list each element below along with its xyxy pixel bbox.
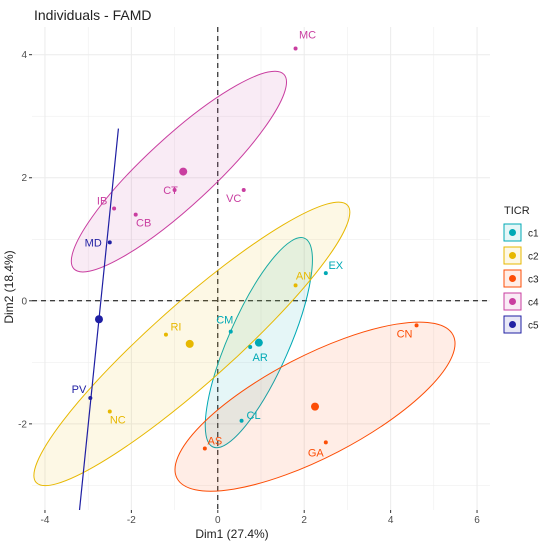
reference-lines xyxy=(32,27,490,510)
legend-label-c3: c3 xyxy=(528,275,539,286)
x-tick-label: 2 xyxy=(301,515,307,526)
point-an xyxy=(293,283,298,288)
centroid-c4 xyxy=(179,167,188,176)
label-cb: CB xyxy=(136,218,151,230)
axes: -4 -2 0 2 4 6 -2 0 2 4 xyxy=(18,50,480,526)
label-ga: GA xyxy=(308,447,325,459)
legend-marker-c1 xyxy=(509,229,516,236)
label-as: AS xyxy=(207,435,222,447)
point-nc xyxy=(107,409,112,414)
point-cm xyxy=(228,329,233,334)
point-labels: EX CM AR CL AN RI NC CN GA AS MC CT VC IB CB MD PV xyxy=(72,30,413,460)
y-axis-title: Dim2 (18.4%) xyxy=(2,250,16,323)
legend-label-c1: c1 xyxy=(528,229,539,240)
x-tick-label: -2 xyxy=(127,515,136,526)
point-pv xyxy=(88,396,93,401)
centroid-c1 xyxy=(254,338,263,347)
ellipse-c4 xyxy=(70,70,288,273)
y-tick-label: 0 xyxy=(21,296,27,307)
legend-label-c5: c5 xyxy=(528,321,539,332)
point-vc xyxy=(241,188,246,193)
label-an: AN xyxy=(296,270,311,282)
point-ar xyxy=(248,344,253,349)
point-md xyxy=(107,240,112,245)
x-tick-label: -4 xyxy=(41,515,50,526)
x-tick-label: 0 xyxy=(215,515,221,526)
label-ex: EX xyxy=(328,260,343,272)
point-ct xyxy=(172,188,177,193)
legend-title: TICR xyxy=(504,205,530,217)
y-tick-label: 2 xyxy=(21,173,27,184)
y-tick-label: -2 xyxy=(18,419,27,430)
point-ri xyxy=(163,332,168,337)
legend: TICR c1 c2 c3 c4 c5 xyxy=(503,205,539,334)
legend-marker-c4 xyxy=(509,298,516,305)
centroid-c3 xyxy=(311,402,320,411)
point-cl xyxy=(239,418,244,423)
legend-marker-c2 xyxy=(509,252,516,259)
point-as xyxy=(202,446,207,451)
label-cl: CL xyxy=(247,410,261,422)
label-ct: CT xyxy=(163,185,178,197)
label-nc: NC xyxy=(110,415,126,427)
legend-marker-c3 xyxy=(509,275,516,282)
legend-marker-c5 xyxy=(509,321,516,328)
legend-label-c4: c4 xyxy=(528,298,539,309)
point-mc xyxy=(293,46,298,51)
x-tick-label: 4 xyxy=(388,515,394,526)
x-tick-label: 6 xyxy=(474,515,480,526)
point-cn xyxy=(414,323,419,328)
label-cm: CM xyxy=(216,315,233,327)
centroid-c2 xyxy=(185,339,194,348)
label-md: MD xyxy=(85,237,102,249)
y-tick-label: 4 xyxy=(21,50,27,61)
label-ar: AR xyxy=(253,352,268,364)
label-pv: PV xyxy=(72,384,87,396)
point-ex xyxy=(323,271,328,276)
point-ga xyxy=(323,440,328,445)
centroid-c5 xyxy=(94,315,103,324)
point-cb xyxy=(133,212,138,217)
points xyxy=(88,46,419,451)
point-ib xyxy=(112,206,117,211)
label-ib: IB xyxy=(97,196,107,208)
chart-title: Individuals - FAMD xyxy=(34,7,151,23)
label-ri: RI xyxy=(170,322,181,334)
label-vc: VC xyxy=(226,193,241,205)
x-axis-title: Dim1 (27.4%) xyxy=(195,527,268,541)
label-cn: CN xyxy=(397,328,413,340)
legend-label-c2: c2 xyxy=(528,252,539,263)
label-mc: MC xyxy=(299,30,316,42)
